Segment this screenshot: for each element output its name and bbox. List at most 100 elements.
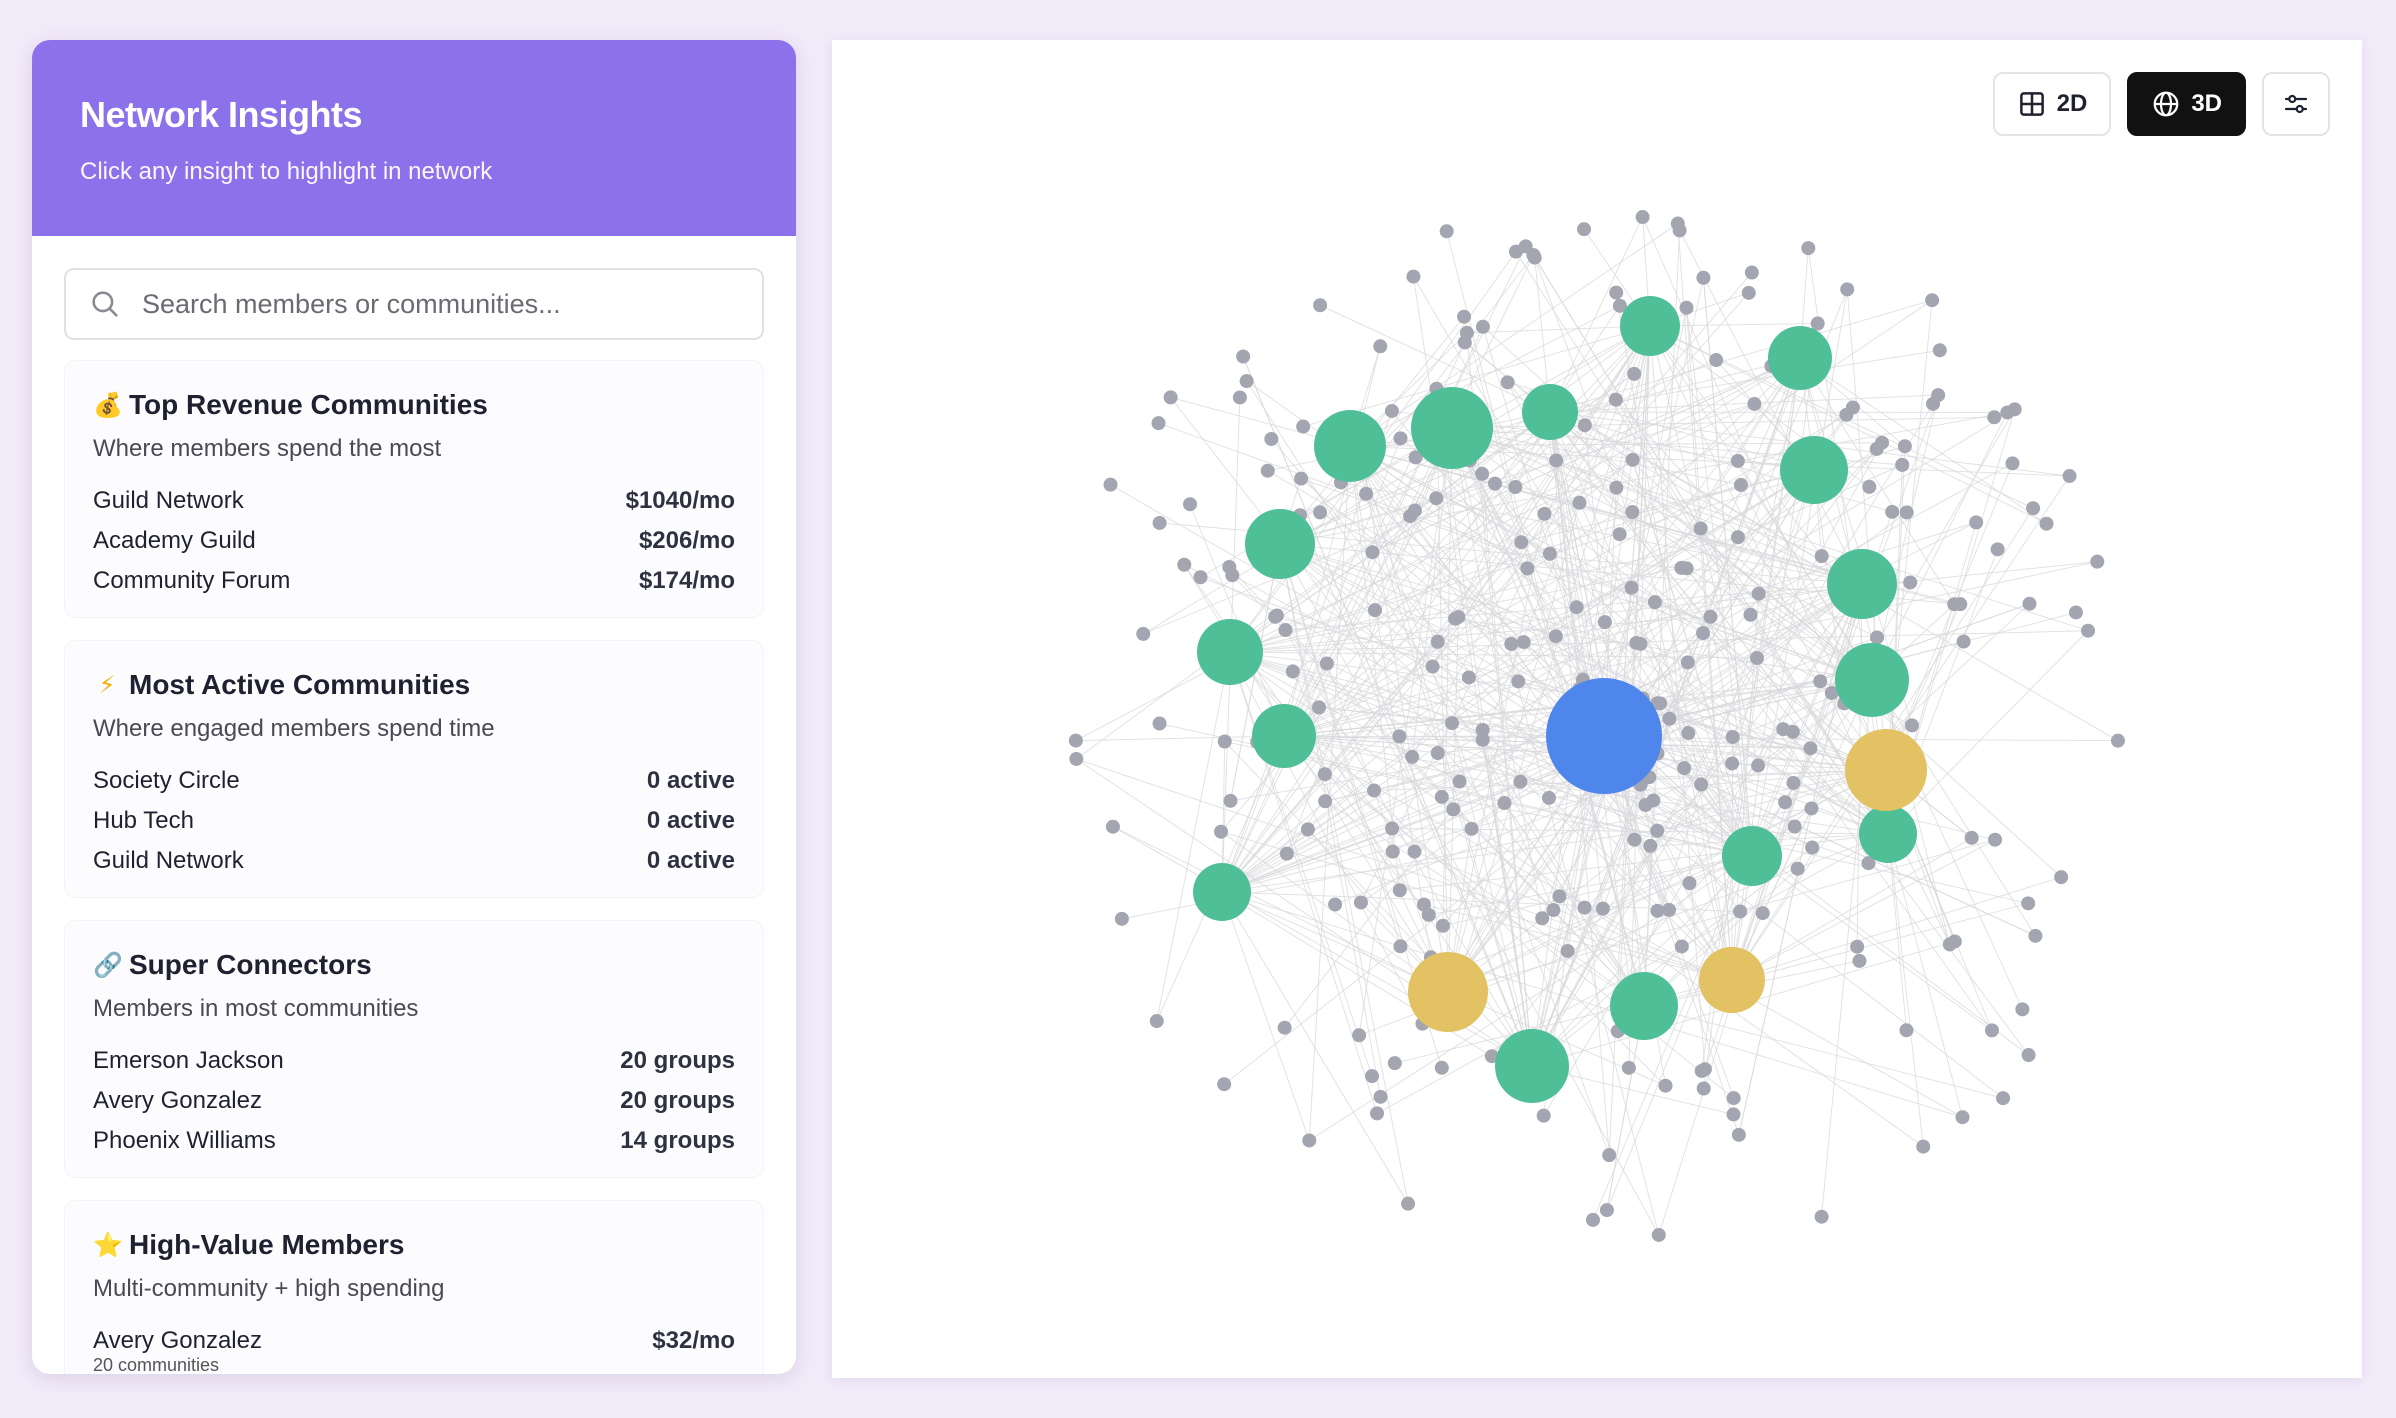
member-node[interactable] [1743,607,1758,622]
member-node[interactable] [1916,1139,1931,1154]
member-node[interactable] [1439,224,1454,239]
member-node[interactable] [1651,1227,1666,1242]
member-node[interactable] [1393,431,1408,446]
member-node[interactable] [1403,509,1418,524]
member-node[interactable] [1805,840,1820,855]
member-node[interactable] [1697,1062,1712,1077]
member-node[interactable] [1277,1020,1292,1035]
member-node[interactable] [1542,546,1557,561]
member-node[interactable] [1988,832,2003,847]
member-node[interactable] [1385,844,1400,859]
member-node[interactable] [1406,269,1421,284]
community-node[interactable] [1522,384,1578,440]
member-node[interactable] [1609,480,1624,495]
search-box[interactable] [64,268,764,340]
member-node[interactable] [1751,586,1766,601]
member-node[interactable] [1931,388,1946,403]
member-node[interactable] [1457,309,1472,324]
community-node[interactable] [1314,410,1386,482]
member-node[interactable] [1452,774,1467,789]
member-node[interactable] [1408,450,1423,465]
member-node[interactable] [1103,477,1118,492]
list-item[interactable]: Emerson Jackson 20 groups [93,1047,735,1074]
member-node[interactable] [1300,822,1315,837]
member-node[interactable] [1217,734,1232,749]
member-node[interactable] [1627,832,1642,847]
member-node[interactable] [1302,1133,1317,1148]
member-node[interactable] [2110,733,2125,748]
member-node[interactable] [1569,600,1584,615]
community-node[interactable] [1835,643,1909,717]
member-node[interactable] [1681,726,1696,741]
member-node[interactable] [1987,410,2002,425]
member-node[interactable] [1643,838,1658,853]
member-node[interactable] [1869,630,1884,645]
member-node[interactable] [1520,561,1535,576]
member-node[interactable] [2021,1048,2036,1063]
member-node[interactable] [1955,1110,1970,1125]
center-node[interactable] [1546,678,1662,794]
member-node[interactable] [1151,416,1166,431]
member-node[interactable] [1904,718,1919,733]
member-node[interactable] [1068,733,1083,748]
member-node[interactable] [1313,298,1328,313]
member-node[interactable] [1804,801,1819,816]
member-node[interactable] [1136,626,1151,641]
member-node[interactable] [1850,939,1865,954]
member-node[interactable] [1508,480,1523,495]
member-node[interactable] [1373,1089,1388,1104]
member-node[interactable] [1670,216,1685,231]
member-node[interactable] [1278,622,1293,637]
member-node[interactable] [1730,453,1745,468]
member-node[interactable] [1511,674,1526,689]
member-node[interactable] [1425,659,1440,674]
member-node[interactable] [1824,685,1839,700]
member-node[interactable] [1560,943,1575,958]
member-node[interactable] [2005,456,2020,471]
member-node[interactable] [1810,316,1825,331]
member-node[interactable] [1318,794,1333,809]
member-node[interactable] [1814,1209,1829,1224]
member-node[interactable] [1401,1196,1416,1211]
member-node[interactable] [1177,557,1192,572]
member-node[interactable] [1405,749,1420,764]
member-node[interactable] [1365,1069,1380,1084]
member-node[interactable] [1504,636,1519,651]
member-node[interactable] [1680,655,1695,670]
member-node[interactable] [1633,636,1648,651]
member-node[interactable] [1359,486,1374,501]
member-node[interactable] [1679,300,1694,315]
member-node[interactable] [1279,846,1294,861]
member-node[interactable] [1546,903,1561,918]
member-node[interactable] [1260,463,1275,478]
list-item[interactable]: Hub Tech 0 active [93,807,735,834]
member-node[interactable] [1516,635,1531,650]
member-node[interactable] [1475,319,1490,334]
member-node[interactable] [1294,471,1309,486]
member-node[interactable] [1239,374,1254,389]
member-node[interactable] [1193,570,1208,585]
member-node[interactable] [1897,439,1912,454]
list-item[interactable]: Academy Guild $206/mo [93,527,735,554]
member-node[interactable] [1677,761,1692,776]
member-node[interactable] [1749,651,1764,666]
member-node[interactable] [1744,265,1759,280]
member-node[interactable] [1650,696,1665,711]
member-node[interactable] [1730,530,1745,545]
member-node[interactable] [1445,716,1460,731]
member-node[interactable] [1513,774,1528,789]
member-node[interactable] [1726,1091,1741,1106]
member-node[interactable] [2062,469,2077,484]
member-node[interactable] [1577,222,1592,237]
member-node[interactable] [1552,889,1567,904]
member-node[interactable] [1845,400,1860,415]
member-node[interactable] [1434,1060,1449,1075]
member-node[interactable] [2081,623,2096,638]
member-node[interactable] [1612,298,1627,313]
member-node[interactable] [1694,777,1709,792]
member-node[interactable] [1662,711,1677,726]
member-node[interactable] [1627,366,1642,381]
member-node[interactable] [1650,823,1665,838]
member-node[interactable] [1152,716,1167,731]
member-node[interactable] [1214,824,1229,839]
